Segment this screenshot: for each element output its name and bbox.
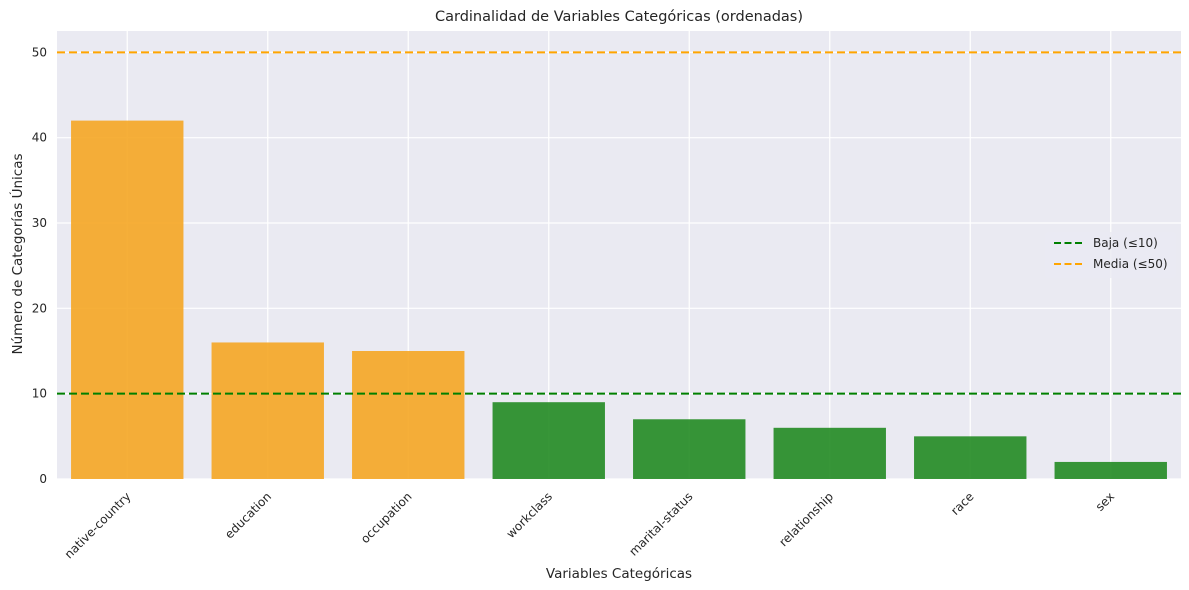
bars	[71, 120, 1167, 479]
reference-lines	[57, 51, 1181, 395]
x-tick-label: occupation	[358, 489, 415, 546]
x-tick-label: sex	[1093, 489, 1117, 513]
y-axis-label: Número de Categorías Únicas	[8, 153, 26, 354]
bar-race	[914, 436, 1027, 479]
legend-entry: Baja (≤10)	[1093, 236, 1158, 250]
bar-workclass	[492, 402, 605, 479]
x-tick-label: relationship	[776, 489, 836, 549]
x-tick-label: workclass	[504, 489, 555, 540]
x-tick-label: native-country	[62, 489, 134, 561]
x-tick-label: education	[222, 489, 274, 541]
y-tick-label: 0	[39, 472, 47, 486]
bar-occupation	[352, 351, 465, 479]
y-tick-label: 10	[32, 387, 47, 401]
x-tick-label: marital-status	[626, 489, 695, 558]
bar-native-country	[71, 120, 184, 479]
y-tick-label: 50	[32, 45, 47, 59]
y-tick-label: 30	[32, 216, 47, 230]
bar-marital-status	[633, 419, 746, 479]
x-tick-label: race	[948, 489, 976, 517]
y-axis-ticks: 0 10 20 30 40 50	[32, 45, 47, 486]
x-axis-ticks: native-country education occupation workcla…	[62, 489, 1117, 561]
y-tick-label: 20	[32, 301, 47, 315]
bar-relationship	[773, 427, 886, 479]
legend: Baja (≤10) Media (≤50)	[1045, 232, 1176, 278]
y-tick-label: 40	[32, 131, 47, 145]
chart-title: Cardinalidad de Variables Categóricas (o…	[435, 9, 803, 25]
bar-education	[211, 342, 324, 479]
legend-entry: Media (≤50)	[1093, 257, 1168, 271]
bar-sex	[1054, 461, 1167, 479]
x-axis-label: Variables Categóricas	[546, 566, 692, 582]
